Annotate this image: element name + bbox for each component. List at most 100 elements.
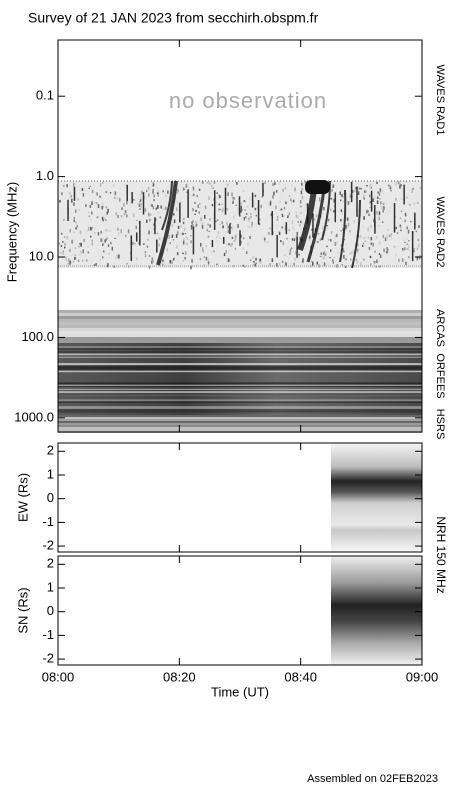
- rad2-background: [58, 181, 422, 268]
- rad2-speck: [339, 192, 341, 194]
- rad2-speck: [370, 225, 372, 228]
- rad2-speck: [208, 230, 211, 232]
- band-label: ARCAS: [434, 309, 446, 347]
- rad2-speck: [113, 265, 116, 268]
- x-tick-label: 08:40: [284, 669, 317, 684]
- rad2-speck: [85, 204, 87, 207]
- rad2-speck: [101, 256, 104, 259]
- rad2-speck: [82, 193, 85, 197]
- rad2-speck: [255, 214, 258, 217]
- rad2-speck: [302, 221, 304, 225]
- rad2-speck: [139, 200, 141, 203]
- rad2-speck: [107, 263, 109, 268]
- rad2-speck: [201, 221, 204, 225]
- rad2-speck: [268, 232, 270, 235]
- hsrs-stripe: [58, 417, 422, 419]
- rad2-speck: [152, 259, 154, 263]
- rad2-speck: [205, 245, 207, 248]
- rad2-speck: [219, 208, 221, 210]
- rad2-speck: [120, 215, 123, 217]
- rad2-spike: [154, 217, 156, 235]
- rad2-speck: [324, 253, 327, 256]
- rad2-speck: [158, 243, 160, 247]
- rad2-speck: [376, 212, 378, 215]
- rad2-speck: [102, 237, 105, 241]
- rad2-speck: [190, 240, 192, 244]
- rad2-speck: [77, 259, 80, 262]
- rad2-speck: [274, 182, 276, 186]
- rad2-speck: [315, 240, 317, 243]
- rad2-speck: [100, 230, 102, 234]
- rad2-speck: [190, 235, 192, 237]
- rad2-speck: [143, 243, 145, 246]
- rad2-speck: [139, 204, 142, 208]
- rad2-speck: [276, 215, 279, 219]
- rad2-speck: [299, 200, 302, 204]
- rad2-speck: [410, 220, 412, 223]
- rad2-spike: [296, 236, 298, 258]
- rad2-speck: [419, 187, 422, 189]
- rad2-speck: [59, 252, 62, 254]
- rad2-speck: [101, 182, 104, 184]
- burst-streak: [351, 199, 361, 269]
- rad2-speck: [122, 216, 124, 220]
- rad2-speck: [127, 229, 130, 234]
- rad2-speck: [283, 206, 286, 210]
- rad2-speck: [93, 231, 96, 234]
- rad2-speck: [88, 187, 91, 190]
- rad2-speck: [300, 220, 302, 224]
- y-tick-label: 2: [47, 556, 54, 571]
- rad2-speck: [240, 208, 243, 212]
- orfees-stripe: [58, 370, 422, 372]
- rad2-speck: [126, 214, 128, 218]
- rad2-speck: [310, 260, 313, 263]
- rad2-speck: [93, 264, 96, 266]
- rad2-speck: [222, 207, 225, 212]
- rad2-speck: [216, 263, 218, 265]
- rad2-speck: [219, 237, 221, 239]
- rad2-speck: [75, 221, 77, 224]
- rad2-spike: [414, 212, 416, 230]
- rad2-speck: [95, 263, 97, 266]
- rad2-speck: [104, 239, 107, 241]
- rad2-speck: [219, 195, 221, 199]
- rad2-speck: [400, 197, 403, 200]
- rad2-spike: [126, 184, 128, 202]
- rad2-speck: [138, 203, 141, 208]
- rad2-speck: [164, 259, 166, 261]
- y-tick-label: 100.0: [21, 329, 54, 344]
- rad2-speck: [319, 255, 322, 258]
- rad2-speck: [161, 263, 164, 267]
- rad2-speck: [227, 258, 230, 263]
- rad2-speck: [317, 233, 320, 235]
- rad2-speck: [233, 197, 235, 200]
- rad2-speck: [284, 187, 287, 190]
- rad2-speck: [370, 237, 373, 241]
- rad2-speck: [196, 264, 198, 266]
- rad2-speck: [317, 241, 319, 243]
- rad2-speck: [376, 210, 378, 214]
- rad2-speck: [288, 212, 291, 216]
- rad2-speck: [287, 215, 289, 219]
- rad2-speck: [418, 225, 420, 229]
- rad2-speck: [388, 184, 390, 187]
- rad2-speck: [112, 183, 115, 187]
- rad2-speck: [355, 258, 358, 261]
- rad2-speck: [272, 183, 274, 186]
- rad2-speck: [393, 245, 396, 248]
- rad2-speck: [195, 209, 197, 212]
- rad2-speck: [221, 221, 223, 225]
- orfees-stripe: [58, 348, 422, 350]
- rad2-speck: [144, 254, 147, 256]
- rad2-speck: [388, 234, 391, 238]
- rad2-speck: [266, 241, 269, 244]
- orfees-stripe: [58, 346, 422, 348]
- rad2-speck: [244, 265, 246, 268]
- rad2-speck: [331, 246, 334, 251]
- rad2-speck: [206, 182, 209, 184]
- rad2-speck: [288, 250, 291, 253]
- rad2-speck: [242, 190, 245, 192]
- rad2-speck: [288, 195, 291, 197]
- rad2-speck: [232, 196, 234, 200]
- rad2-speck: [69, 260, 72, 265]
